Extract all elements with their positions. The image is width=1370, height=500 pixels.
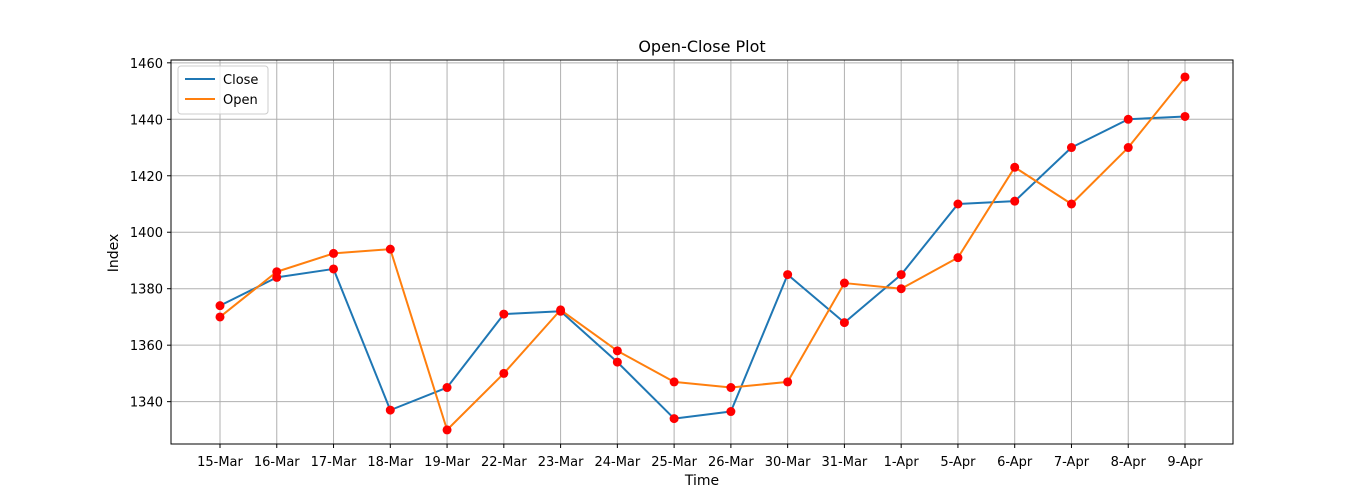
chart-title: Open-Close Plot [638, 37, 765, 56]
y-tick-label: 1420 [130, 170, 163, 185]
data-point-open [385, 244, 395, 254]
y-axis-ticks: 1340 1360 1380 1400 1420 1440 1460 [130, 57, 171, 411]
data-point-close [783, 270, 793, 280]
y-axis-title: Index [106, 234, 122, 273]
data-point-close [499, 309, 509, 319]
x-tick-label: 22-Mar [481, 455, 527, 470]
data-point-close [385, 405, 395, 415]
x-tick-label: 5-Apr [940, 455, 976, 470]
y-tick-label: 1340 [130, 396, 163, 411]
x-tick-label: 8-Apr [1111, 455, 1147, 470]
x-tick-label: 26-Mar [708, 455, 754, 470]
series-lines [219, 76, 1186, 431]
x-tick-label: 23-Mar [538, 455, 584, 470]
data-point-open [839, 278, 849, 288]
series-line-close [219, 115, 1186, 420]
data-point-open [1180, 72, 1190, 82]
y-tick-label: 1460 [130, 57, 163, 72]
x-tick-label: 19-Mar [424, 455, 470, 470]
data-point-open [1066, 199, 1076, 209]
x-tick-label: 30-Mar [765, 455, 811, 470]
data-point-open [953, 253, 963, 263]
x-axis-title: Time [684, 473, 719, 489]
data-point-open [783, 377, 793, 387]
data-point-open [726, 383, 736, 393]
data-point-open [896, 284, 906, 294]
data-point-close [442, 383, 452, 393]
x-axis-ticks: 15-Mar 16-Mar 17-Mar 18-Mar 19-Mar 22-Mar 23-M… [197, 444, 1203, 470]
y-tick-label: 1380 [130, 283, 163, 298]
data-point-open [612, 346, 622, 356]
data-point-open [215, 312, 225, 322]
data-point-close [839, 318, 849, 328]
data-point-close [1066, 143, 1076, 153]
data-point-close [896, 270, 906, 280]
series-line-open [219, 76, 1186, 431]
data-point-close [612, 357, 622, 367]
x-tick-label: 9-Apr [1167, 455, 1203, 470]
y-tick-label: 1400 [130, 226, 163, 241]
data-point-open [1010, 162, 1020, 172]
data-point-close [726, 407, 736, 417]
x-tick-label: 16-Mar [254, 455, 300, 470]
data-point-open [272, 267, 282, 277]
x-tick-label: 15-Mar [197, 455, 243, 470]
x-tick-label: 31-Mar [822, 455, 868, 470]
grid-lines [171, 60, 1233, 444]
data-point-close [1010, 196, 1020, 206]
x-tick-label: 7-Apr [1054, 455, 1090, 470]
x-tick-label: 24-Mar [594, 455, 640, 470]
data-point-close [215, 301, 225, 311]
data-point-open [499, 368, 509, 378]
data-point-open [1123, 143, 1133, 153]
data-point-open [556, 305, 566, 315]
plot-area-frame [170, 59, 1234, 445]
data-point-close [1180, 111, 1190, 121]
data-point-open [329, 248, 339, 258]
data-point-open [669, 377, 679, 387]
x-tick-label: 17-Mar [311, 455, 357, 470]
y-tick-label: 1440 [130, 113, 163, 128]
data-point-close [669, 414, 679, 424]
data-point-close [329, 264, 339, 274]
legend-label-open: Open [223, 93, 258, 108]
x-tick-label: 25-Mar [651, 455, 697, 470]
x-tick-label: 18-Mar [367, 455, 413, 470]
data-point-close [953, 199, 963, 209]
x-tick-label: 6-Apr [997, 455, 1033, 470]
data-point-open [442, 425, 452, 435]
legend-label-close: Close [223, 73, 258, 88]
y-tick-label: 1360 [130, 339, 163, 354]
data-markers [215, 72, 1190, 435]
x-tick-label: 1-Apr [884, 455, 920, 470]
data-point-close [1123, 114, 1133, 124]
legend: Close Open [177, 65, 269, 115]
